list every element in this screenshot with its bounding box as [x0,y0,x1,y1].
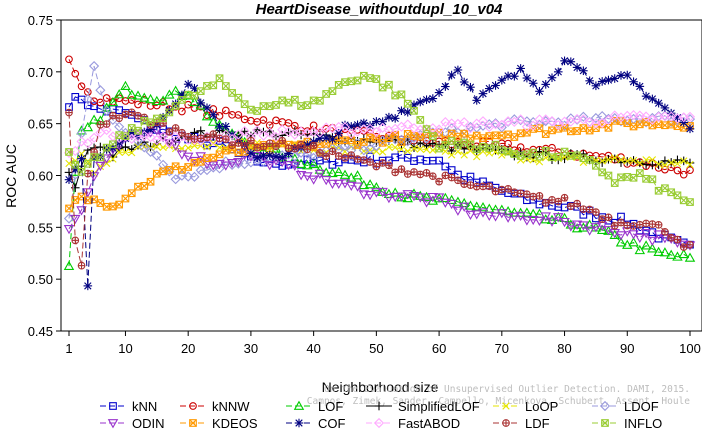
legend-label-11: INFLO [624,416,662,431]
x-tick-label-9: 90 [620,341,634,356]
y-tick-label-5: 0.70 [28,65,53,80]
x-axis: 1 10 20 30 40 50 60 70 80 90 100 [65,331,701,356]
legend-item-cof: COF [286,416,346,431]
x-tick-label-4: 40 [306,341,320,356]
legend-label-5: LDOF [624,399,659,414]
legend-item-fastabod: FastABOD [366,416,460,431]
legend-label-7: KDEOS [212,416,258,431]
x-tick-label-8: 80 [557,341,571,356]
x-tick-label-7: 70 [495,341,509,356]
y-tick-label-6: 0.75 [28,13,53,28]
legend-item-ldof: LDOF [592,399,659,414]
chart-title: HeartDisease_withoutdupl_10_v04 [256,1,503,18]
legend-item-inflo: INFLO [592,416,662,431]
legend-label-0: kNN [132,399,157,414]
x-tick-label-0: 1 [65,341,72,356]
y-tick-label-2: 0.55 [28,220,53,235]
y-tick-label-0: 0.45 [28,324,53,339]
legend-item-knnw: kNNW [180,399,250,414]
legend-item-simplifiedlof: SimplifiedLOF [366,399,480,414]
legend-label-8: COF [318,416,346,431]
legend-item-loop: LoOP [493,399,558,414]
legend-label-10: LDF [525,416,550,431]
legend-label-4: LoOP [525,399,558,414]
y-tick-label-3: 0.60 [28,169,53,184]
x-tick-label-2: 20 [181,341,195,356]
x-tick-label-3: 30 [244,341,258,356]
legend-label-3: SimplifiedLOF [398,399,480,414]
y-tick-label-1: 0.50 [28,272,53,287]
series-inflo [65,71,694,206]
legend-label-2: LOF [318,399,343,414]
x-tick-label-5: 50 [369,341,383,356]
y-axis-label: ROC AUC [3,144,19,208]
series-layer [63,55,696,291]
legend-item-lof: LOF [286,399,343,414]
legend-item-knn: kNN [100,399,157,414]
series-markers-10 [65,108,694,270]
legend-item-kdeos: KDEOS [180,416,258,431]
x-tick-label-6: 60 [432,341,446,356]
legend-label-1: kNNW [212,399,250,414]
legend-label-6: ODIN [132,416,165,431]
y-tick-label-4: 0.65 [28,117,53,132]
legend: kNN kNNW LOF SimplifiedLOF LoOP LDOF ODIN KDEOS… [100,399,662,431]
watermark-line-2: Campos, Zimek, Sander, Campello, Micenko… [307,396,690,407]
y-axis: 0.45 0.50 0.55 0.60 0.65 0.70 0.75 [28,13,61,339]
legend-item-odin: ODIN [100,416,165,431]
series-ldf [65,108,694,270]
series-markers-8 [64,56,695,291]
series-line-8 [68,60,691,286]
legend-item-ldf: LDF [493,416,550,431]
legend-label-9: FastABOD [398,416,460,431]
x-axis-label: Neighborhood size [322,379,439,395]
watermark-line-1: On the Evaluation of Unsupervised Outlie… [324,384,690,395]
x-tick-label-1: 10 [118,341,132,356]
series-markers-11 [65,71,694,206]
series-line-2 [68,85,691,267]
x-tick-label-10: 100 [679,341,701,356]
